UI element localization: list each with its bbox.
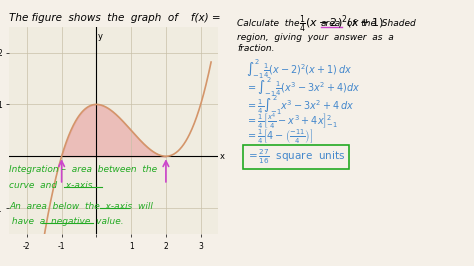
Text: fraction.: fraction. bbox=[237, 44, 274, 53]
Text: y: y bbox=[98, 32, 103, 41]
Text: curve  and   x-axis.: curve and x-axis. bbox=[9, 181, 96, 190]
Text: An  area  below  the  x-axis  will: An area below the x-axis will bbox=[9, 202, 154, 211]
Text: $= \frac{27}{16}$  square  units: $= \frac{27}{16}$ square units bbox=[246, 148, 346, 166]
Text: The figure  shows  the  graph  of    f(x) =: The figure shows the graph of f(x) = bbox=[9, 13, 224, 23]
Text: Calculate  the: Calculate the bbox=[237, 19, 302, 28]
Text: $= \int_{-1}^{2} \frac{1}{4}\left(x^3 - 3x^2 + 4\right)dx$: $= \int_{-1}^{2} \frac{1}{4}\left(x^3 - … bbox=[246, 76, 361, 99]
Text: $= \frac{1}{4}\left[4 - \left(\frac{-11}{4}\right)\right]$: $= \frac{1}{4}\left[4 - \left(\frac{-11}… bbox=[246, 128, 314, 147]
Text: area: area bbox=[320, 19, 341, 28]
Text: $\int_{-1}^{2} \frac{1}{4}(x-2)^2(x+1)\,dx$: $\int_{-1}^{2} \frac{1}{4}(x-2)^2(x+1)\,… bbox=[246, 57, 353, 81]
Text: Integration –  area  between  the: Integration – area between the bbox=[9, 165, 157, 174]
Text: region,  giving  your  answer  as  a: region, giving your answer as a bbox=[237, 33, 394, 42]
Text: $= \frac{1}{4}\left[\frac{x^4}{4} - x^3 + 4x\right]_{-1}^{2}$: $= \frac{1}{4}\left[\frac{x^4}{4} - x^3 … bbox=[246, 111, 338, 131]
Text: $= \frac{1}{4}\int_{-1}^{2} x^3 - 3x^2 + 4\,dx$: $= \frac{1}{4}\int_{-1}^{2} x^3 - 3x^2 +… bbox=[246, 94, 355, 117]
Text: $\frac{1}{4}(x-2)^2(x+1)$.: $\frac{1}{4}(x-2)^2(x+1)$. bbox=[299, 13, 387, 35]
Text: x: x bbox=[220, 152, 225, 161]
Text: of  the  Shaded: of the Shaded bbox=[344, 19, 416, 28]
Text: have  a  negative  value.: have a negative value. bbox=[9, 217, 124, 226]
